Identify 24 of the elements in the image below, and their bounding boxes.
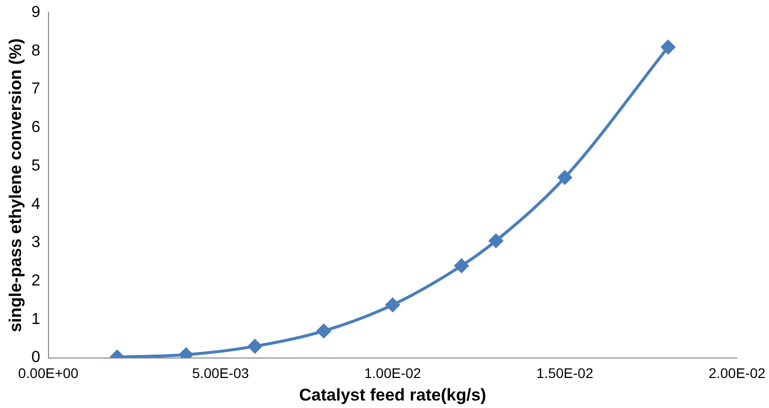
y-tick-label: 9 (31, 4, 40, 22)
y-tick-label: 0 (31, 349, 40, 366)
point (386, 298, 400, 312)
point (454, 258, 469, 273)
point (661, 40, 676, 54)
x-tick-label: 2.00E-02 (708, 365, 766, 382)
point (248, 339, 262, 354)
y-tick-label: 1 (31, 310, 40, 328)
y-tick-label: 2 (31, 272, 40, 290)
x-axis-title: Catalyst feed rate(kg/s) (299, 385, 486, 404)
y-tick-label: 5 (31, 157, 40, 174)
y-tick-label: 7 (31, 80, 40, 98)
y-tick-label: 6 (31, 119, 40, 136)
x-tick-label: 1.00E-02 (364, 365, 422, 382)
y-tick-label: 8 (31, 42, 40, 60)
point (488, 234, 503, 248)
x-tick-label: 0.00E+00 (18, 365, 79, 382)
point (558, 170, 572, 185)
y-axis-title: single-pass ethylene conversion (%) (6, 38, 25, 332)
y-tick-label: 4 (31, 196, 40, 213)
point (316, 324, 331, 338)
x-tick-label: 1.50E-02 (536, 365, 594, 382)
x-tick-label: 5.00E-03 (192, 365, 250, 382)
y-tick-label: 3 (31, 234, 40, 252)
